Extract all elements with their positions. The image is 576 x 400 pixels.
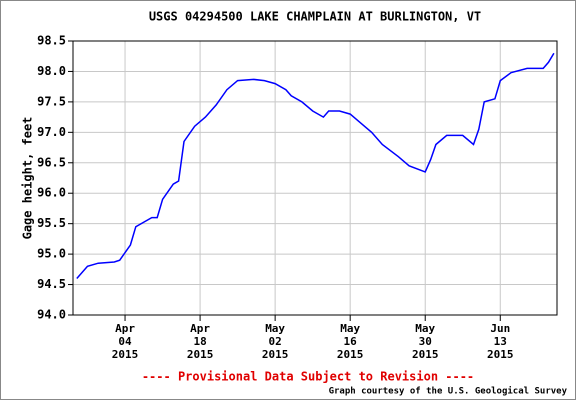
y-axis-label: Gage height, feet — [21, 117, 35, 240]
gage-line — [76, 52, 555, 279]
x-tick-label: May 30 2015 — [411, 322, 439, 361]
x-tick-label: Apr 18 2015 — [186, 322, 214, 361]
x-tick-label: Jun 13 2015 — [487, 322, 514, 361]
x-tick-label: Apr 04 2015 — [111, 322, 139, 361]
y-tick-label: 96.5 — [37, 155, 66, 169]
y-tick-label: 95.5 — [37, 216, 66, 230]
provisional-note: ---- Provisional Data Subject to Revisio… — [142, 370, 474, 384]
y-tick-label: 94.5 — [37, 277, 66, 291]
x-tick-label: May 16 2015 — [336, 322, 364, 361]
y-tick-label: 96.0 — [37, 186, 66, 200]
y-tick-label: 98.5 — [37, 34, 66, 48]
y-tick-label: 98.0 — [37, 64, 66, 78]
credit: Graph courtesy of the U.S. Geological Su… — [329, 386, 568, 397]
chart-title: USGS 04294500 LAKE CHAMPLAIN AT BURLINGT… — [149, 10, 481, 24]
x-tick-label: May 02 2015 — [261, 322, 289, 361]
y-tick-label: 97.0 — [37, 125, 66, 139]
y-tick-label: 97.5 — [37, 94, 66, 108]
y-tick-label: 95.0 — [37, 247, 66, 261]
y-tick-label: 94.0 — [37, 308, 66, 322]
plot-area — [72, 40, 558, 316]
